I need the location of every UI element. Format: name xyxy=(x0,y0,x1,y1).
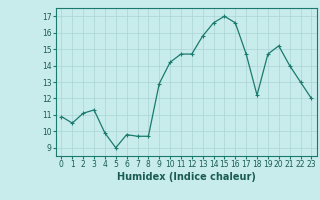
X-axis label: Humidex (Indice chaleur): Humidex (Indice chaleur) xyxy=(117,172,256,182)
